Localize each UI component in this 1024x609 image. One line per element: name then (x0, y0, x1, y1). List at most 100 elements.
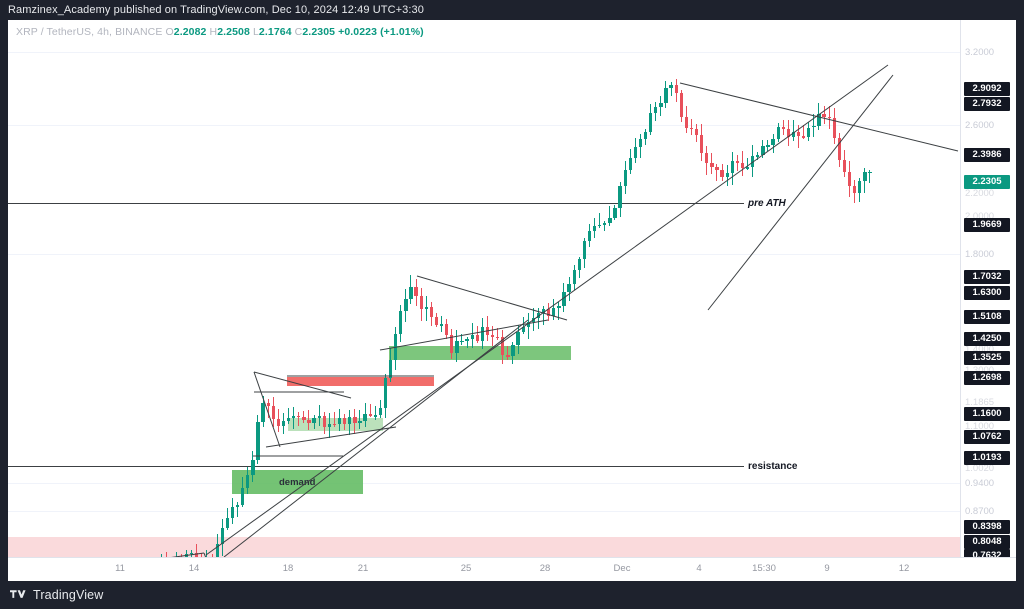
candle-body (679, 93, 683, 118)
candle-body (751, 156, 755, 168)
price-level-tag[interactable]: 1.0762 (964, 430, 1010, 444)
candle-body (225, 518, 230, 528)
candle-body (863, 172, 867, 182)
price-level-tag[interactable]: 2.3986 (964, 148, 1010, 162)
gridline (8, 52, 960, 53)
time-axis-tick: 25 (460, 563, 472, 574)
candle-body (312, 418, 316, 423)
zone-support-mid[interactable] (389, 346, 571, 360)
current-price-tag[interactable]: 2.2305 (964, 175, 1010, 189)
candle-wick (359, 410, 361, 430)
candle-body (649, 113, 653, 132)
candle-body (705, 152, 709, 164)
candle-body (740, 162, 745, 168)
candle-body (516, 332, 520, 345)
candle-body (378, 407, 383, 416)
price-axis[interactable]: 2.2000 2.0000 1.4000 1.3000 1.1865 1.1000 1.00… (960, 20, 1016, 576)
candle-body (348, 416, 352, 424)
candle-body (496, 336, 500, 339)
price-level-tag[interactable]: 2.7932 (964, 97, 1010, 111)
candle-body (373, 415, 377, 417)
candle-body (608, 217, 612, 224)
candle-body (215, 544, 219, 557)
price-level-tag[interactable]: 0.8398 (964, 520, 1010, 534)
candle-body (674, 85, 678, 94)
candle-body (822, 113, 826, 117)
legend-symbol[interactable]: XRP / TetherUS, 4h, BINANCE (16, 26, 163, 38)
candle-body (720, 169, 724, 177)
price-level-tag[interactable]: 1.6300 (964, 286, 1010, 300)
candle-body (399, 311, 403, 335)
candle-body (802, 136, 806, 138)
price-level-tag[interactable]: 0.8048 (964, 535, 1010, 549)
price-axis-gridline-label: 0.9400 (965, 478, 995, 489)
legend-close-value: 2.2305 (302, 26, 336, 38)
price-axis-minor-label: 2.0000 (965, 211, 995, 222)
candle-wick (670, 81, 672, 97)
candle-body (827, 116, 831, 119)
price-level-tag[interactable]: 1.7032 (964, 270, 1010, 284)
candle-body (404, 298, 408, 312)
gridline (8, 511, 960, 512)
candle-body (470, 334, 474, 340)
candle-body (837, 138, 842, 160)
price-axis-minor-label: 1.4000 (965, 344, 995, 355)
candle-body (735, 161, 740, 163)
price-axis-gridline-label: 3.2000 (965, 47, 995, 58)
candle-body (552, 308, 556, 317)
price-level-tag[interactable]: 1.0193 (964, 451, 1010, 465)
candle-body (450, 334, 454, 353)
candle-body (363, 414, 367, 422)
legend-open-label: O (165, 26, 174, 38)
ray-pre-ath[interactable] (8, 203, 744, 204)
candle-body (725, 173, 729, 177)
candle-body (761, 145, 765, 156)
time-axis[interactable]: 11 14 18 21 25 28 Dec 4 15:30 9 12 (8, 557, 1016, 581)
price-level-tag[interactable]: 1.3525 (964, 351, 1010, 365)
price-level-tag[interactable]: 1.4250 (964, 332, 1010, 346)
time-axis-tick: 18 (282, 563, 294, 574)
price-axis-minor-label: 1.1000 (965, 421, 995, 432)
candle-body (409, 286, 413, 299)
zone-label-demand: demand (279, 477, 316, 488)
candle-wick (206, 550, 208, 557)
candle-body (251, 460, 255, 475)
candle-body (700, 135, 704, 153)
price-level-tag[interactable]: 1.2698 (964, 371, 1010, 385)
tradingview-wordmark: TradingView (33, 588, 104, 602)
candle-body (791, 131, 796, 138)
candle-body (562, 291, 566, 306)
candle-wick (196, 544, 198, 557)
candle-wick (298, 412, 300, 427)
candle-body (618, 186, 622, 209)
candle-wick (293, 406, 295, 429)
candle-body (715, 166, 719, 170)
plot-area[interactable]: demand pre ATH resistance (8, 20, 960, 557)
price-level-tag[interactable]: 1.1600 (964, 407, 1010, 421)
time-axis-tick: 15:30 (752, 563, 776, 574)
candle-body (220, 527, 224, 545)
chart-frame: demand pre ATH resistance (8, 20, 1016, 581)
candle-body (577, 259, 581, 270)
legend-high-value: 2.2508 (217, 26, 250, 38)
ray-resistance[interactable] (8, 466, 744, 467)
zone-supply[interactable] (287, 377, 434, 386)
candle-body (531, 318, 536, 323)
candle-body (292, 415, 296, 418)
candle-body (465, 339, 469, 341)
candle-body (572, 269, 576, 285)
candle-body (623, 169, 627, 187)
lower-price-band (8, 537, 960, 557)
price-level-tag[interactable]: 1.5108 (964, 310, 1010, 324)
legend-close-label: C (294, 26, 303, 38)
candle-body (506, 355, 510, 357)
candle-body (781, 126, 785, 129)
candle-body (868, 171, 872, 174)
time-axis-tick: 14 (188, 563, 200, 574)
price-level-tag[interactable]: 1.9669 (964, 218, 1010, 232)
candle-wick (507, 345, 509, 360)
price-level-tag[interactable]: 2.9092 (964, 82, 1010, 96)
candle-body (246, 474, 250, 488)
ray-label-resistance: resistance (748, 461, 798, 472)
